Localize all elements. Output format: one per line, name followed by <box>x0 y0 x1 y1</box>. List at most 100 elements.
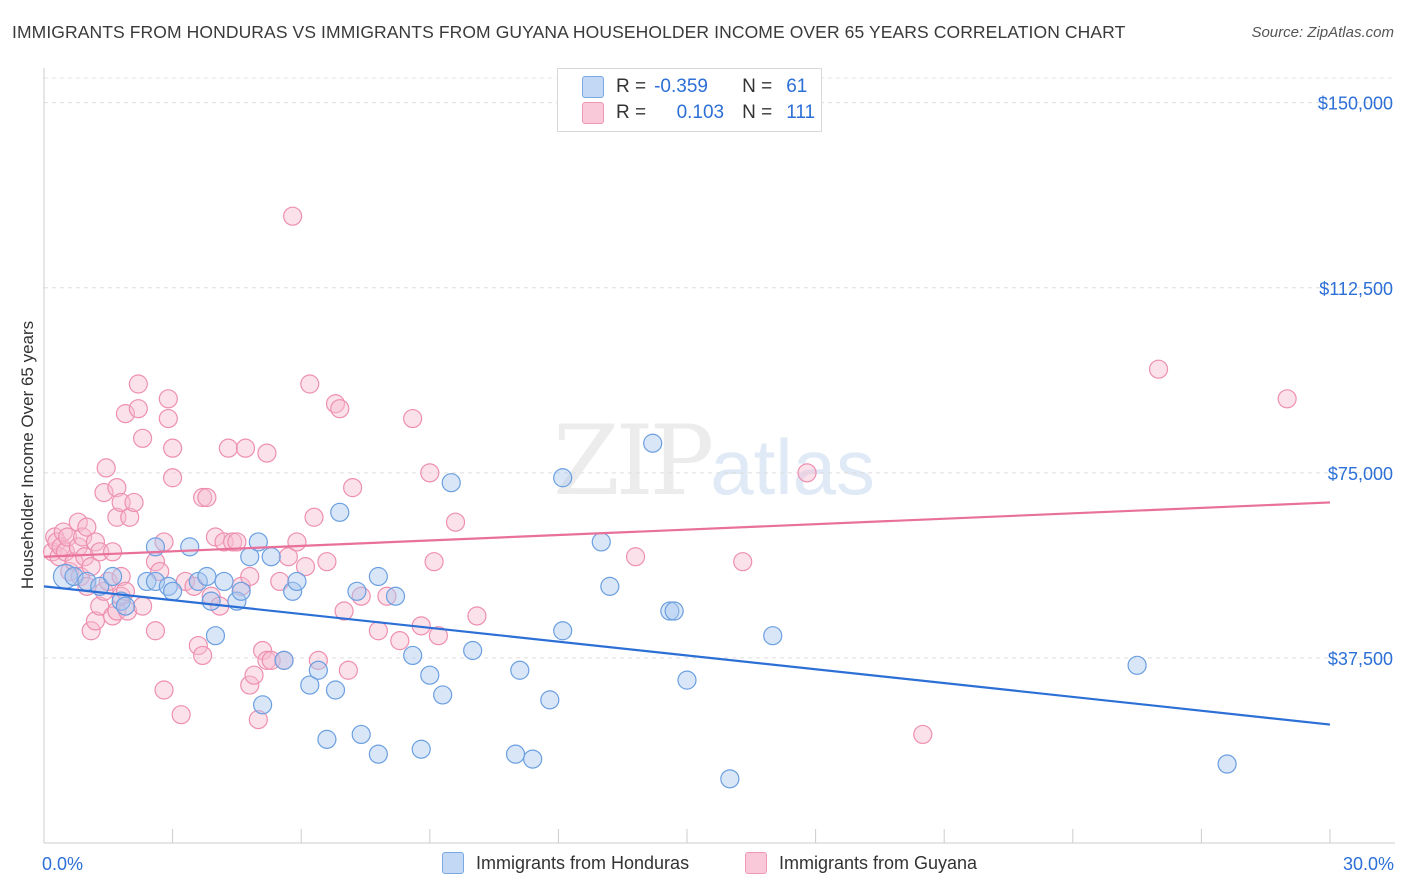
watermark: ZIPatlas <box>553 405 875 517</box>
point-honduras <box>253 695 273 715</box>
point-guyana <box>248 710 268 730</box>
legend-row-guyana: R = 0.103 N = 111 <box>582 101 815 125</box>
point-guyana <box>304 507 324 527</box>
point-guyana <box>81 621 101 641</box>
point-guyana <box>390 631 410 651</box>
point-guyana <box>223 532 243 552</box>
point-honduras <box>214 571 234 592</box>
point-guyana <box>163 438 183 458</box>
point-honduras <box>660 601 680 621</box>
point-guyana <box>81 557 101 577</box>
point-honduras <box>643 433 663 453</box>
point-guyana <box>218 438 238 458</box>
legend-r-value: 0.103 <box>676 102 725 123</box>
legend-row-honduras: R = -0.359 N = 61 <box>582 75 807 99</box>
point-guyana <box>197 487 217 508</box>
point-guyana <box>420 463 440 483</box>
point-guyana <box>428 626 448 646</box>
y-tick-label: $112,500 <box>1319 279 1393 299</box>
y-tick-label: $150,000 <box>1318 94 1393 114</box>
point-guyana <box>154 680 174 700</box>
point-guyana <box>403 408 423 429</box>
point-guyana <box>445 512 466 532</box>
legend-item-honduras[interactable]: Immigrants from Honduras <box>442 852 689 874</box>
point-honduras <box>274 650 294 670</box>
point-guyana <box>193 645 213 666</box>
legend-swatch-honduras <box>582 76 604 98</box>
y-tick-label: $37,500 <box>1328 649 1393 669</box>
y-axis-label: Householder Income Over 65 years <box>18 320 37 590</box>
point-guyana <box>171 705 191 725</box>
point-guyana <box>308 650 328 670</box>
point-honduras <box>102 566 123 587</box>
point-honduras <box>385 586 406 606</box>
point-guyana <box>85 532 106 552</box>
series-legend: Immigrants from Honduras Immigrants from… <box>0 852 1406 878</box>
point-guyana <box>102 542 123 562</box>
point-guyana <box>913 724 933 745</box>
chart-title: IMMIGRANTS FROM HONDURAS VS IMMIGRANTS F… <box>12 22 1126 42</box>
point-guyana <box>334 601 354 621</box>
point-guyana <box>343 478 363 498</box>
point-guyana <box>467 606 487 626</box>
y-tick-label: $75,000 <box>1328 464 1393 484</box>
point-guyana <box>96 458 116 478</box>
point-guyana <box>278 547 298 567</box>
point-guyana <box>193 487 213 508</box>
point-honduras <box>677 670 697 690</box>
watermark-zip: ZIP <box>553 405 714 517</box>
point-honduras <box>330 502 350 522</box>
point-guyana <box>163 468 183 488</box>
point-guyana <box>115 404 136 424</box>
point-guyana <box>368 621 388 641</box>
x-tick-label: 30.0% <box>1343 854 1394 874</box>
legend-item-guyana[interactable]: Immigrants from Guyana <box>745 852 977 874</box>
point-honduras <box>720 769 740 789</box>
point-honduras <box>201 591 221 611</box>
point-honduras <box>553 468 573 488</box>
point-guyana <box>188 635 208 656</box>
point-honduras <box>317 729 337 749</box>
point-guyana <box>244 665 264 685</box>
point-honduras <box>287 571 307 592</box>
point-honduras <box>664 601 684 621</box>
point-guyana <box>733 552 753 572</box>
point-guyana <box>57 527 78 547</box>
legend-n-value: 111 <box>786 102 816 123</box>
point-honduras <box>463 640 483 661</box>
point-guyana <box>317 552 337 572</box>
point-guyana <box>94 482 114 503</box>
point-honduras <box>368 744 388 764</box>
point-honduras <box>433 685 453 705</box>
legend-swatch-guyana <box>745 852 767 874</box>
legend-label-honduras: Immigrants from Honduras <box>476 852 690 873</box>
point-honduras <box>553 621 573 641</box>
point-guyana <box>300 374 320 394</box>
legend-n-value: 61 <box>786 76 808 97</box>
point-honduras <box>368 566 388 587</box>
x-tick-label: 0.0% <box>42 854 83 874</box>
legend-n-label: N = <box>742 102 773 123</box>
point-guyana <box>257 650 277 670</box>
point-guyana <box>257 443 277 463</box>
point-guyana <box>1148 359 1169 379</box>
point-honduras <box>763 626 783 646</box>
point-guyana <box>70 566 91 587</box>
point-honduras <box>300 675 320 695</box>
point-guyana <box>128 399 148 419</box>
point-guyana <box>625 547 646 567</box>
point-honduras <box>600 576 620 596</box>
point-guyana <box>240 566 260 587</box>
point-guyana <box>132 428 153 448</box>
point-honduras <box>411 739 431 759</box>
point-guyana <box>77 517 97 537</box>
point-honduras <box>64 566 84 587</box>
point-guyana <box>424 552 444 572</box>
point-guyana <box>235 438 256 458</box>
point-guyana <box>132 596 153 616</box>
trendline-guyana <box>43 501 1331 558</box>
point-guyana <box>227 532 247 552</box>
point-honduras <box>1217 754 1237 774</box>
legend-swatch-guyana <box>582 102 604 124</box>
point-honduras <box>403 645 423 666</box>
